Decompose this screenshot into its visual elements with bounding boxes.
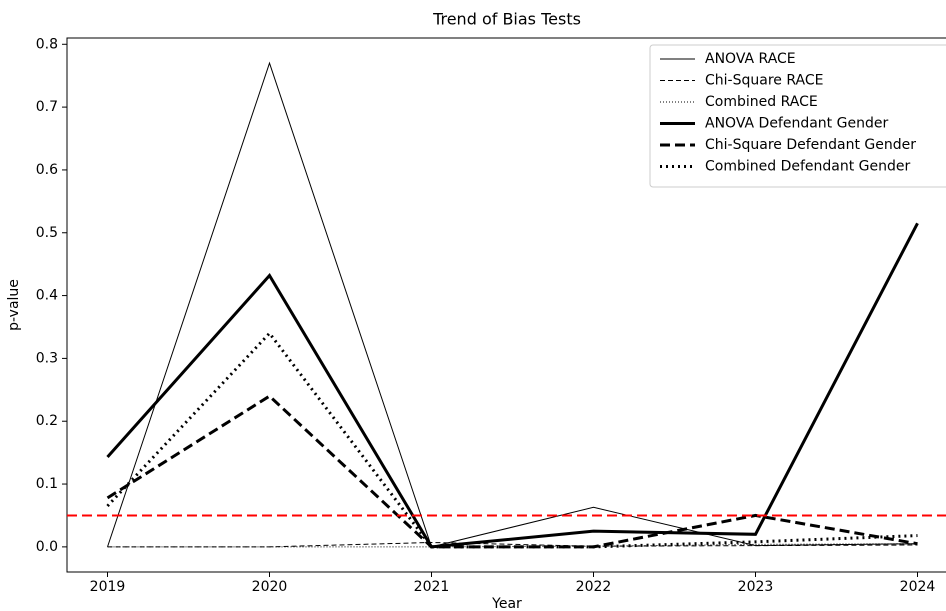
legend-label: ANOVA RACE — [705, 51, 796, 67]
y-tick-label: 0.6 — [36, 162, 58, 178]
x-tick-label: 2023 — [738, 579, 774, 595]
legend-label: Combined Defendant Gender — [705, 159, 911, 175]
y-tick-label: 0.4 — [36, 288, 58, 304]
legend-label: Chi-Square Defendant Gender — [705, 137, 916, 153]
y-tick-label: 0.3 — [36, 350, 58, 366]
x-tick-label: 2019 — [90, 579, 126, 595]
y-tick-label: 0.8 — [36, 36, 58, 52]
legend-box — [649, 44, 946, 188]
legend-label: ANOVA Defendant Gender — [705, 116, 888, 132]
legend-label: Combined RACE — [705, 94, 818, 110]
y-tick-label: 0.7 — [36, 99, 58, 115]
line-series — [106, 222, 919, 549]
chart-title: Trend of Bias Tests — [432, 10, 581, 29]
x-tick-label: 2022 — [576, 579, 612, 595]
legend: ANOVA RACE Chi-Square RACE Combined RACE AN… — [649, 44, 946, 188]
x-axis-label: Year — [491, 596, 522, 611]
y-axis-label: p-value — [6, 279, 22, 331]
y-tick-label: 0.5 — [36, 225, 58, 241]
line-series — [107, 541, 918, 548]
x-tick-label: 2021 — [414, 579, 450, 595]
y-tick-label: 0.0 — [36, 539, 58, 555]
x-tick-label: 2024 — [900, 579, 936, 595]
x-tick-label: 2020 — [252, 579, 288, 595]
legend-label: Chi-Square RACE — [705, 73, 823, 89]
plot-frame — [66, 37, 946, 573]
y-tick-label: 0.1 — [36, 476, 58, 492]
line-series — [106, 394, 918, 549]
line-series — [107, 543, 918, 548]
y-tick-label: 0.2 — [36, 413, 58, 429]
